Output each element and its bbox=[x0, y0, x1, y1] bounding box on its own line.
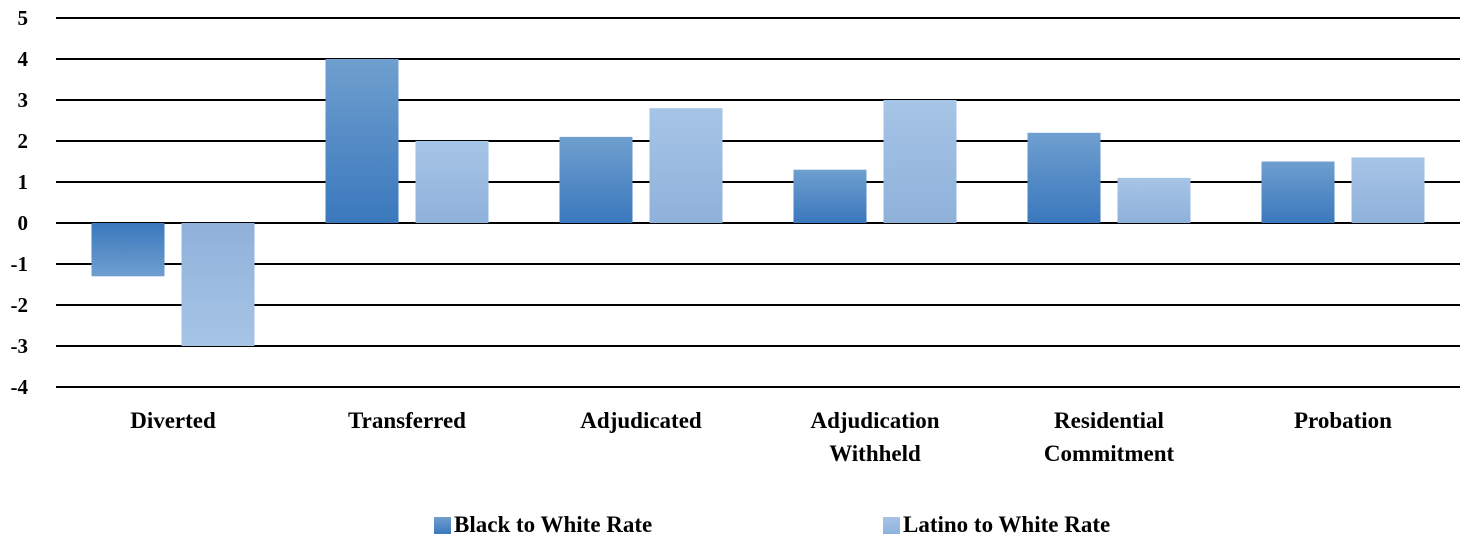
x-category-label: Adjudication bbox=[810, 408, 939, 433]
x-category-label: Transferred bbox=[348, 408, 466, 433]
bar-latino-2 bbox=[649, 108, 723, 223]
y-tick-label: 1 bbox=[18, 170, 29, 194]
bar-black-4 bbox=[1027, 132, 1101, 223]
y-tick-label: 0 bbox=[18, 211, 29, 235]
bar-latino-3 bbox=[883, 100, 957, 223]
bar-latino-1 bbox=[415, 141, 489, 223]
x-category-label: Diverted bbox=[130, 408, 216, 433]
x-category-label: Withheld bbox=[829, 441, 921, 466]
y-tick-label: 2 bbox=[18, 129, 29, 153]
bar-latino-4 bbox=[1117, 177, 1191, 223]
legend-swatch-black bbox=[434, 517, 451, 534]
bar-black-0 bbox=[91, 223, 165, 277]
x-axis-categories: Diverted Transferred Adjudicated Adjudicati… bbox=[130, 408, 1392, 466]
bar-black-5 bbox=[1261, 161, 1335, 223]
bar-black-2 bbox=[559, 136, 633, 223]
y-tick-label: -1 bbox=[11, 252, 29, 276]
y-tick-label: -3 bbox=[11, 334, 29, 358]
x-category-label: Probation bbox=[1294, 408, 1392, 433]
bar-black-1 bbox=[325, 59, 399, 223]
y-tick-label: -4 bbox=[11, 375, 29, 399]
bar-black-3 bbox=[793, 169, 867, 223]
y-tick-label: -2 bbox=[11, 293, 29, 317]
legend: Black to White Rate Latino to White Rate bbox=[434, 512, 1110, 537]
y-axis-ticks: 5 4 3 2 1 0 -1 -2 -3 -4 bbox=[11, 6, 29, 399]
x-category-label: Residential bbox=[1054, 408, 1164, 433]
gridlines bbox=[56, 17, 1460, 388]
bars bbox=[91, 59, 1425, 346]
y-tick-label: 4 bbox=[18, 47, 29, 71]
bar-latino-5 bbox=[1351, 157, 1425, 223]
legend-label-black: Black to White Rate bbox=[454, 512, 652, 537]
x-category-label: Commitment bbox=[1044, 441, 1175, 466]
y-tick-label: 5 bbox=[18, 6, 29, 30]
bar-latino-0 bbox=[181, 223, 255, 346]
legend-label-latino: Latino to White Rate bbox=[903, 512, 1110, 537]
legend-swatch-latino bbox=[883, 517, 900, 534]
x-category-label: Adjudicated bbox=[580, 408, 702, 433]
y-tick-label: 3 bbox=[18, 88, 29, 112]
